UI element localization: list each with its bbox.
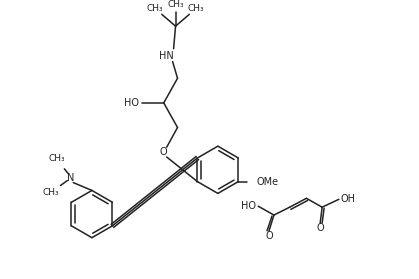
Text: CH₃: CH₃ [48,155,65,163]
Text: N: N [67,173,74,183]
Text: OMe: OMe [256,177,278,187]
Text: HO: HO [241,201,256,211]
Text: OH: OH [341,194,356,204]
Text: HN: HN [159,51,174,61]
Text: O: O [160,147,168,157]
Text: CH₃: CH₃ [147,4,163,13]
Text: CH₃: CH₃ [167,0,184,9]
Text: HO: HO [124,98,139,108]
Text: CH₃: CH₃ [188,4,204,13]
Text: CH₃: CH₃ [42,188,59,197]
Text: O: O [265,231,273,241]
Text: O: O [316,223,324,233]
